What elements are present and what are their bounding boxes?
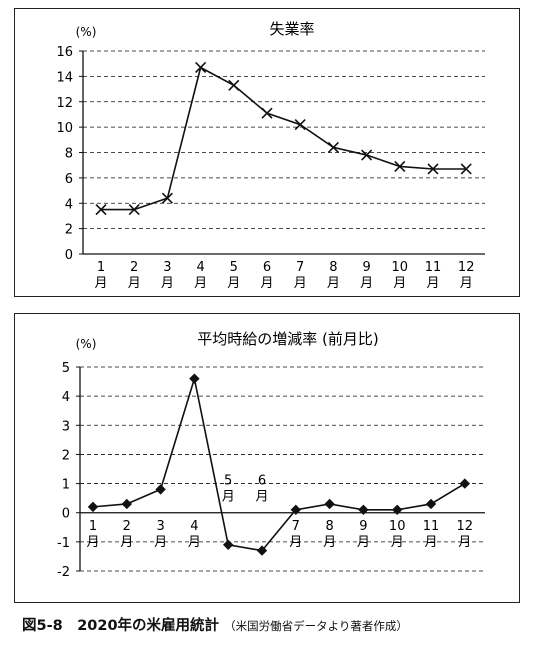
c1-series-line <box>101 66 467 211</box>
c1-y-tick-label: 14 <box>56 70 73 85</box>
c2-y-tick-label: -1 <box>57 536 70 551</box>
c2-data-point <box>189 373 200 384</box>
c2-x-tick-label: 11 月 <box>423 519 440 550</box>
c1-y-tick-label: 4 <box>65 197 73 212</box>
c2-y-tick-label: 1 <box>62 478 70 493</box>
figure-caption-source: （米国労働省データより著者作成） <box>224 619 408 633</box>
c1-data-point <box>394 160 406 173</box>
c2-y-tick-label: 4 <box>62 390 70 405</box>
figure-caption-main: 図5-8 2020年の米雇用統計 <box>22 618 220 634</box>
c1-y-tick-label: 2 <box>65 223 73 238</box>
c2-data-point <box>392 504 403 515</box>
c1-y-tick-label: 6 <box>65 172 73 187</box>
chart1-unit-label: (%) <box>76 25 97 39</box>
c1-y-tick-label: 10 <box>56 121 73 136</box>
c2-data-point <box>358 504 369 515</box>
c1-x-tick-label: 12 月 <box>458 260 475 291</box>
c1-y-tick-label: 0 <box>65 248 73 263</box>
c1-data-point <box>95 204 107 216</box>
c2-x-tick-label: 12 月 <box>457 519 474 550</box>
c2-data-point <box>425 498 437 510</box>
c2-data-point <box>223 539 234 550</box>
c2-series-line <box>92 378 466 552</box>
c2-data-point <box>155 484 166 495</box>
c1-data-point <box>228 79 240 91</box>
c1-y-tick-label: 16 <box>56 45 73 60</box>
c1-data-point <box>427 163 439 175</box>
c1-data-point <box>361 149 373 161</box>
figure-caption: 図5-8 2020年の米雇用統計 （米国労働省データより著者作成） <box>22 614 408 635</box>
c1-y-tick-label: 8 <box>65 147 73 162</box>
c1-data-point <box>195 61 207 74</box>
c2-data-point <box>324 498 335 510</box>
c2-y-tick-label: -2 <box>57 565 70 580</box>
chart2-unit-label: (%) <box>76 337 97 351</box>
c2-y-tick-label: 2 <box>62 448 70 463</box>
c1-x-tick-label: 11 月 <box>425 260 442 291</box>
c2-data-point <box>87 501 99 513</box>
c2-x-tick-label: 10 月 <box>389 519 406 550</box>
c1-data-point <box>161 192 173 204</box>
c2-y-tick-label: 5 <box>62 361 70 376</box>
c2-data-point <box>459 478 470 489</box>
c1-data-point <box>261 107 273 119</box>
c2-data-point <box>256 545 268 556</box>
chart1-title: 失業率 <box>269 20 314 38</box>
c1-y-tick-label: 12 <box>56 96 73 111</box>
c2-data-point <box>121 498 132 510</box>
c1-data-point <box>128 204 140 216</box>
c1-data-point <box>294 119 306 131</box>
c2-y-tick-label: 3 <box>62 419 70 434</box>
wage-change-chart-panel <box>14 313 520 603</box>
c1-x-tick-label: 10 月 <box>392 260 409 291</box>
c2-data-point <box>290 504 301 515</box>
c1-data-point <box>460 163 472 175</box>
c2-y-tick-label: 0 <box>62 507 70 522</box>
c1-data-point <box>327 141 339 153</box>
chart2-title: 平均時給の増減率 (前月比) <box>197 330 378 348</box>
